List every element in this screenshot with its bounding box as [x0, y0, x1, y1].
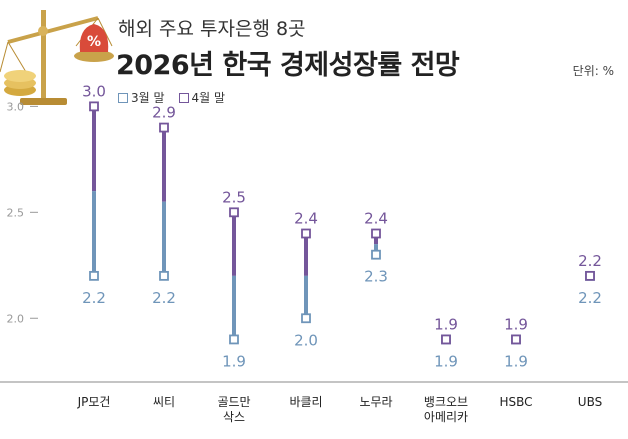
data-label-april: 2.9: [152, 104, 176, 122]
marker-april: [371, 228, 381, 239]
legend-label-march: 3월 말: [131, 91, 165, 105]
x-tick-label: HSBC: [499, 395, 532, 409]
legend-marker-april: [178, 92, 189, 103]
data-label-april: 2.5: [222, 188, 246, 206]
marker-march: [301, 313, 311, 324]
marker-april: [229, 207, 239, 218]
x-tick-label: 씨티: [153, 395, 175, 409]
y-tick-label: 2.5: [7, 206, 25, 219]
chart-title: 2026년 한국 경제성장률 전망: [116, 50, 460, 81]
data-label-april: 1.9: [504, 315, 528, 333]
marker-april: [89, 101, 99, 112]
svg-text:%: %: [87, 34, 101, 50]
marker-april: [441, 334, 451, 345]
data-label-march: 1.9: [504, 352, 528, 370]
data-label-march: 2.2: [578, 289, 602, 307]
legend-item-march: 3월 말: [118, 89, 165, 106]
x-tick-label: 골드만 삭스: [217, 395, 250, 424]
unit-label: 단위: %: [572, 64, 614, 78]
legend: 3월 말 4월 말: [118, 89, 225, 106]
data-label-march: 2.3: [364, 268, 388, 286]
marker-april: [301, 228, 311, 239]
x-tick-label: UBS: [578, 395, 602, 409]
marker-april: [511, 334, 521, 345]
data-label-march: 2.2: [152, 289, 176, 307]
data-label-march: 1.9: [222, 352, 246, 370]
marker-march: [89, 270, 99, 281]
x-tick-label: 바클리: [289, 395, 322, 409]
marker-march: [159, 270, 169, 281]
y-tick-label: 3.0: [7, 100, 25, 113]
data-label-april: 3.0: [82, 82, 106, 100]
marker-april: [159, 122, 169, 133]
marker-march: [229, 334, 239, 345]
data-label-april: 2.2: [578, 252, 602, 270]
data-label-march: 2.0: [294, 331, 318, 349]
scales-illustration: %: [0, 10, 114, 105]
data-label-april: 1.9: [434, 315, 458, 333]
data-label-march: 1.9: [434, 352, 458, 370]
x-tick-label: JP모건: [77, 395, 111, 409]
legend-item-april: 4월 말: [178, 89, 226, 106]
y-tick-label: 2.0: [7, 312, 25, 325]
x-tick-label: 노무라: [359, 395, 392, 409]
data-label-march: 2.2: [82, 289, 106, 307]
chart-subtitle: 해외 주요 투자은행 8곳: [118, 18, 306, 40]
legend-marker-march: [118, 92, 128, 103]
data-label-april: 2.4: [364, 210, 388, 228]
x-tick-label: 뱅크오브 아메리카: [424, 395, 468, 424]
marker-march: [371, 249, 381, 260]
legend-label-april: 4월 말: [191, 91, 226, 105]
marker-april: [585, 270, 595, 281]
data-label-april: 2.4: [294, 210, 318, 228]
